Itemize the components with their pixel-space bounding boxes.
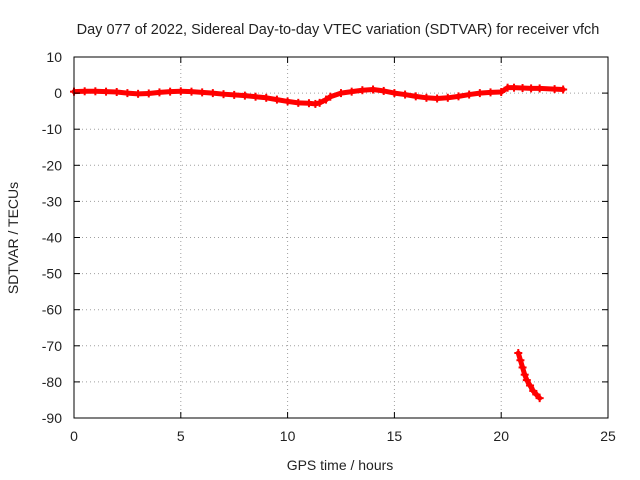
y-tick-label: 0 (54, 85, 62, 101)
data-point (358, 86, 367, 95)
data-point (315, 98, 324, 107)
data-point (347, 87, 356, 96)
data-point (475, 89, 484, 98)
data-point (422, 93, 431, 102)
data-point (535, 394, 544, 403)
y-tick-label: -20 (42, 157, 62, 173)
data-point (379, 86, 388, 95)
data-layer (70, 83, 568, 403)
data-point (559, 85, 568, 94)
x-tick-label: 25 (600, 428, 616, 444)
data-point (262, 93, 271, 102)
data-point (219, 90, 228, 99)
data-point (516, 356, 525, 365)
chart-title: Day 077 of 2022, Sidereal Day-to-day VTE… (77, 22, 600, 38)
y-tick-label: 10 (46, 49, 62, 65)
data-point (535, 84, 544, 93)
x-tick-label: 15 (387, 428, 403, 444)
data-point (510, 83, 519, 92)
data-point (155, 88, 164, 97)
y-tick-label: -90 (42, 410, 62, 426)
data-point (166, 87, 175, 96)
data-point (123, 89, 132, 98)
data-point (401, 90, 410, 99)
data-point (337, 89, 345, 98)
data-point (497, 88, 506, 97)
data-point (526, 381, 535, 390)
grid (74, 57, 608, 418)
y-tick-label: -10 (42, 121, 62, 137)
data-point (520, 370, 529, 379)
data-point (294, 98, 303, 107)
data-point (134, 89, 143, 98)
y-axis-label: SDTVAR / TECUs (5, 182, 21, 294)
x-axis-label: GPS time / hours (287, 457, 394, 473)
data-point (514, 349, 523, 358)
data-point (272, 95, 281, 104)
data-point (326, 92, 335, 101)
y-tick-label: -50 (42, 266, 62, 282)
x-tick-label: 5 (177, 428, 185, 444)
tick-labels: 0 5 10 15 20 25 10 0 -10 -20 -30 -40 -50 -60 -70 -80 -90 (42, 49, 616, 444)
data-point (144, 89, 153, 98)
data-point (198, 88, 207, 97)
y-tick-label: -40 (42, 230, 62, 246)
y-tick-label: -60 (42, 302, 62, 318)
data-point (486, 88, 495, 97)
x-tick-label: 0 (70, 428, 78, 444)
data-point (251, 92, 260, 101)
data-point (527, 84, 536, 93)
data-point (433, 94, 442, 103)
y-tick-label: -80 (42, 374, 62, 390)
data-point (240, 91, 249, 100)
data-point (465, 90, 474, 99)
data-point (411, 92, 420, 101)
data-point (522, 376, 531, 385)
data-point (208, 89, 217, 98)
data-point (369, 85, 378, 94)
x-tick-label: 20 (493, 428, 509, 444)
data-point (230, 90, 239, 99)
data-point (322, 95, 331, 104)
tick-layer (73, 56, 609, 419)
y-tick-label: -70 (42, 338, 62, 354)
data-point (518, 363, 527, 372)
data-point (80, 87, 89, 96)
data-point (176, 87, 185, 96)
data-point (454, 92, 463, 101)
data-point (187, 87, 196, 96)
data-point (390, 89, 399, 98)
y-tick-label: -30 (42, 193, 62, 209)
data-point (112, 88, 121, 97)
data-point (550, 85, 559, 94)
x-tick-label: 10 (280, 428, 296, 444)
data-point (102, 87, 111, 96)
data-point (518, 84, 527, 93)
data-point (311, 99, 320, 108)
data-point (283, 97, 292, 106)
data-point (443, 93, 452, 102)
data-point (91, 87, 100, 96)
